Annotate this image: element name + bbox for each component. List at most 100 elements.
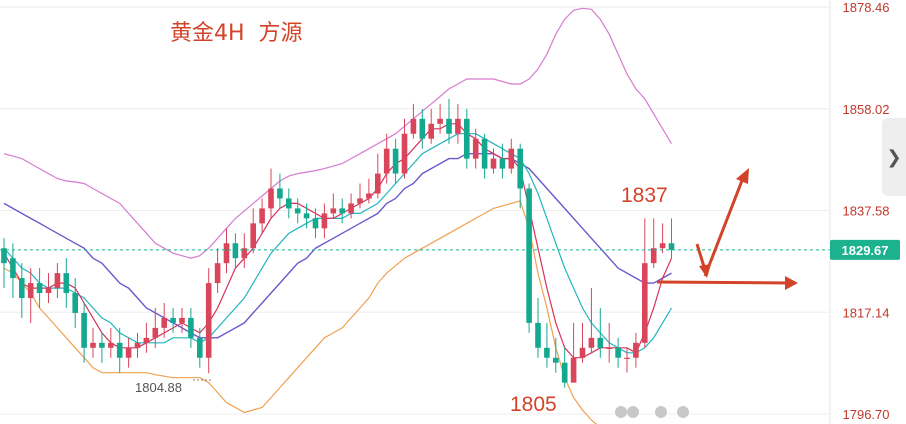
candle-body [668, 243, 675, 250]
candle-body [125, 347, 132, 358]
candle [464, 108, 470, 169]
candle-body [615, 347, 621, 358]
candle-body [232, 243, 239, 259]
candle [303, 203, 310, 229]
candle [561, 347, 568, 388]
candle [401, 118, 408, 179]
candle-body [410, 118, 417, 134]
candle-body [366, 193, 372, 199]
candle [179, 307, 185, 333]
candle [437, 103, 443, 134]
candle [650, 218, 657, 269]
candle [419, 108, 426, 149]
candle-body [348, 203, 354, 214]
candle-body [650, 248, 657, 264]
candle-body [205, 283, 212, 358]
candle-body [579, 347, 586, 358]
candle-body [214, 263, 221, 284]
arrow-up [703, 168, 749, 277]
candle-body [19, 278, 25, 299]
candle [535, 298, 541, 358]
candle-body [81, 312, 87, 348]
candle [241, 233, 248, 269]
candle [588, 288, 595, 353]
candle-body [134, 342, 141, 348]
candle [339, 198, 345, 224]
candle-body [223, 243, 230, 264]
forecast-arrows [656, 168, 798, 290]
candle [348, 193, 354, 219]
expand-panel-chevron-icon[interactable]: ❯ [882, 118, 906, 196]
candle [170, 307, 176, 333]
candle-body [259, 208, 265, 224]
y-tick-label: 1878.46 [843, 0, 890, 15]
candle-body [152, 327, 159, 338]
candle-body [401, 133, 408, 174]
candle [624, 347, 630, 373]
candle-body [561, 362, 568, 383]
candle-body [303, 213, 310, 219]
ma-slow-line [3, 153, 672, 339]
candle-body [339, 208, 345, 214]
ma-mid-line [3, 133, 673, 354]
candle-body [179, 317, 185, 323]
candle-body [490, 158, 497, 169]
candle-body [383, 148, 390, 174]
candle [188, 307, 194, 348]
candle [143, 322, 150, 353]
candle-body [197, 337, 203, 358]
candle-body [321, 213, 328, 229]
candles [1, 98, 675, 388]
arrow-down-short [695, 243, 711, 278]
candle-body [464, 118, 470, 159]
candle [223, 228, 230, 274]
candle [63, 258, 70, 308]
candle-body [312, 218, 319, 229]
candle-body [570, 357, 577, 383]
candle-body [170, 317, 176, 323]
candle-body [72, 293, 78, 313]
candle [27, 268, 34, 323]
candle [1, 238, 7, 289]
candle [446, 98, 452, 144]
candle-body [517, 148, 523, 189]
candle [606, 322, 612, 363]
candle-body [1, 248, 7, 264]
upper-band-line [3, 7, 673, 259]
candle-body [241, 248, 248, 259]
candle [544, 322, 550, 368]
candle [659, 223, 666, 254]
gridlines [0, 6, 830, 415]
candle [116, 327, 123, 373]
candle [375, 153, 381, 199]
candle [99, 332, 105, 363]
candle [205, 268, 212, 374]
candle [508, 138, 515, 174]
low-marker-label: 1804.88 [135, 380, 182, 395]
candle [90, 327, 96, 358]
candle-body [277, 188, 283, 199]
low-marker: 1804.88 [135, 379, 211, 395]
annotation-low: 1805 [510, 393, 557, 416]
candle [108, 327, 114, 358]
candle [526, 183, 532, 333]
candle [597, 307, 604, 358]
price-axis: 1878.46 1858.02 1837.58 1817.14 1796.70 [829, 0, 890, 424]
candle [330, 193, 337, 219]
candle-body [188, 317, 194, 338]
indicator-lines [3, 7, 673, 424]
candle [615, 337, 621, 368]
candle-body [330, 208, 337, 214]
candle [277, 173, 283, 209]
candle [383, 133, 390, 184]
candle [357, 183, 363, 209]
candle [197, 327, 203, 368]
candle [553, 337, 559, 373]
candle [286, 188, 292, 219]
candle [250, 208, 256, 254]
candle [499, 143, 506, 179]
candle-body [419, 118, 426, 139]
candle-body [36, 283, 43, 294]
candle [214, 248, 221, 294]
